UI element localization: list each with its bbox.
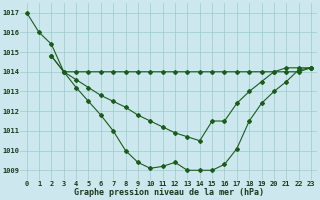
X-axis label: Graphe pression niveau de la mer (hPa): Graphe pression niveau de la mer (hPa) [74, 188, 264, 197]
